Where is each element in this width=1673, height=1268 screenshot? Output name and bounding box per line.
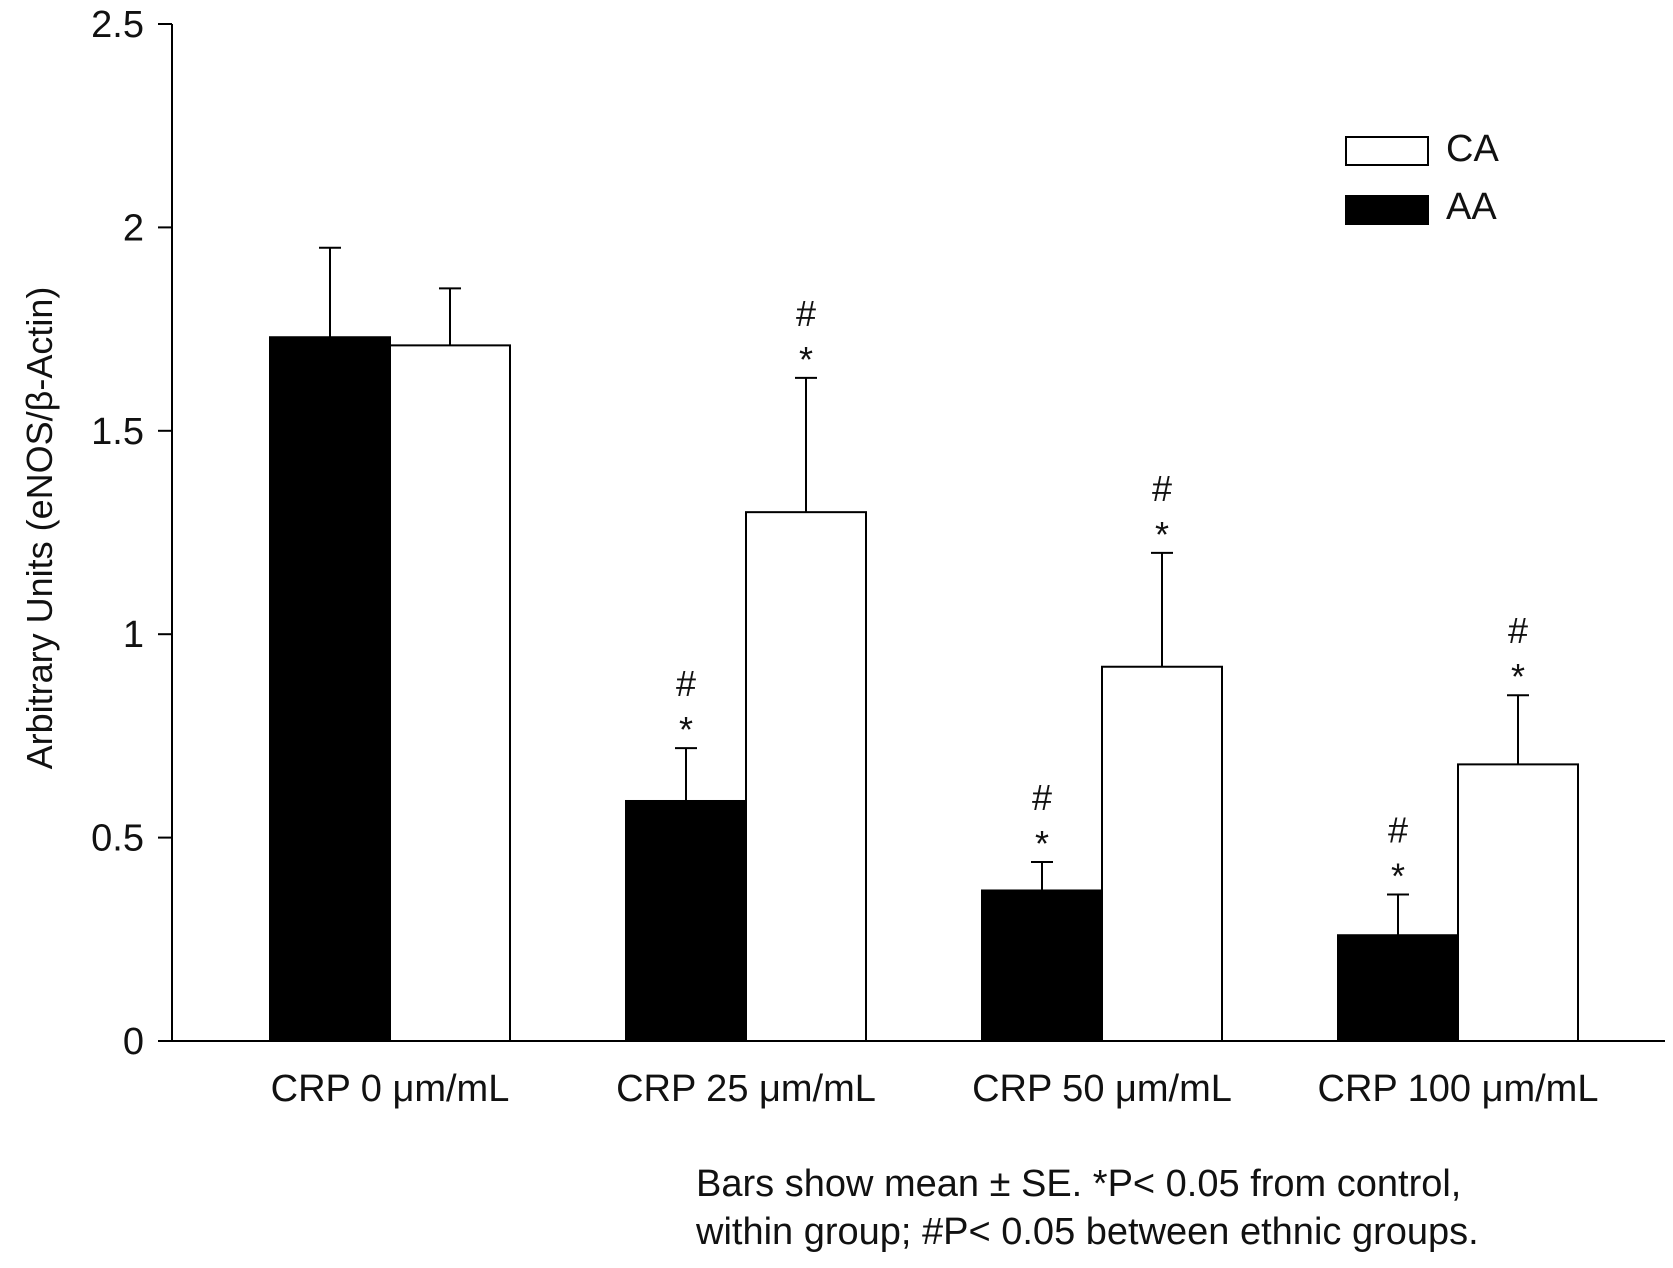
significance-star: *: [1035, 823, 1049, 864]
x-category-label: CRP 0 μm/mL: [271, 1068, 510, 1110]
significance-marks: * # * # * # * # * # * #: [676, 293, 1528, 897]
significance-hash: #: [1152, 468, 1172, 509]
bar-aa-0: [269, 336, 391, 1042]
legend-swatch-ca: [1345, 136, 1429, 166]
bars: [269, 336, 1579, 1043]
significance-star: *: [679, 709, 693, 750]
y-tick-label: 1: [123, 614, 144, 656]
significance-hash: #: [676, 663, 696, 704]
significance-hash: #: [1508, 610, 1528, 651]
y-tick-label: 0: [123, 1021, 144, 1063]
legend-label-ca: CA: [1446, 128, 1499, 170]
bar-ca-3: [1457, 763, 1579, 1042]
y-tick-label: 2: [123, 207, 144, 249]
bar-ca-0: [389, 344, 511, 1042]
error-bars: [319, 246, 1529, 936]
legend-label-aa: AA: [1446, 186, 1497, 228]
footnote-line-2: within group; #P< 0.05 between ethnic gr…: [695, 1211, 1479, 1253]
bar-aa-2: [981, 889, 1103, 1043]
bar-aa-3: [1337, 934, 1459, 1042]
significance-hash: #: [1388, 810, 1408, 851]
significance-star: *: [1155, 514, 1169, 555]
x-category-label: CRP 25 μm/mL: [616, 1068, 876, 1110]
significance-star: *: [1391, 856, 1405, 897]
bar-aa-1: [625, 799, 747, 1042]
y-tick-label: 1.5: [91, 411, 144, 453]
legend-swatch-aa: [1345, 195, 1429, 225]
significance-hash: #: [1032, 777, 1052, 818]
x-category-label: CRP 100 μm/mL: [1318, 1068, 1599, 1110]
footnote-line-1: Bars show mean ± SE. *P< 0.05 from contr…: [696, 1163, 1461, 1205]
y-tick-label: 2.5: [91, 4, 144, 46]
bar-ca-1: [745, 511, 867, 1042]
significance-star: *: [1511, 656, 1525, 697]
y-ticks: 0 0.5 1 1.5 2 2.5: [91, 4, 172, 1063]
significance-hash: #: [796, 293, 816, 334]
legend: CA AA: [1345, 128, 1499, 228]
y-tick-label: 0.5: [91, 818, 144, 860]
bar-ca-2: [1101, 665, 1223, 1043]
y-axis-label: Arbitrary Units (eNOS/β-Actin): [19, 287, 60, 770]
significance-star: *: [799, 339, 813, 380]
category-labels: CRP 0 μm/mL CRP 25 μm/mL CRP 50 μm/mL CRP 1…: [271, 1068, 1599, 1110]
x-category-label: CRP 50 μm/mL: [972, 1068, 1232, 1110]
